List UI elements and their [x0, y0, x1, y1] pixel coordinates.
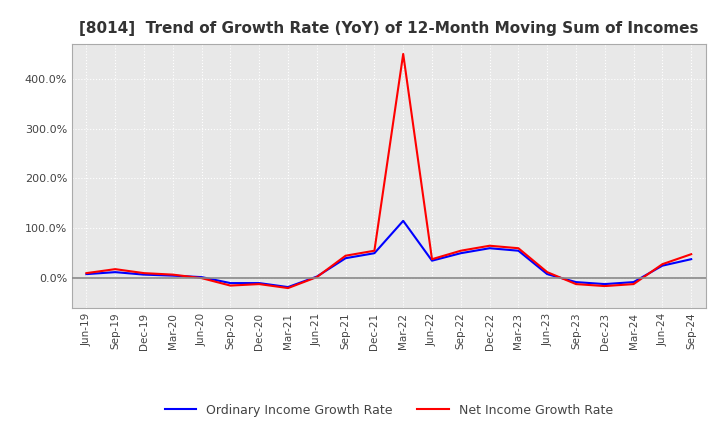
Net Income Growth Rate: [687, 252, 696, 257]
Net Income Growth Rate: [658, 261, 667, 267]
Net Income Growth Rate: [399, 51, 408, 57]
Net Income Growth Rate: [428, 257, 436, 262]
Ordinary Income Growth Rate: [140, 272, 148, 277]
Net Income Growth Rate: [197, 275, 206, 281]
Ordinary Income Growth Rate: [197, 275, 206, 280]
Ordinary Income Growth Rate: [370, 250, 379, 256]
Ordinary Income Growth Rate: [629, 279, 638, 285]
Net Income Growth Rate: [514, 246, 523, 251]
Ordinary Income Growth Rate: [456, 250, 465, 256]
Ordinary Income Growth Rate: [168, 273, 177, 278]
Ordinary Income Growth Rate: [255, 280, 264, 286]
Net Income Growth Rate: [111, 267, 120, 272]
Net Income Growth Rate: [456, 248, 465, 253]
Line: Net Income Growth Rate: Net Income Growth Rate: [86, 54, 691, 288]
Net Income Growth Rate: [82, 271, 91, 276]
Ordinary Income Growth Rate: [514, 248, 523, 253]
Net Income Growth Rate: [572, 282, 580, 287]
Ordinary Income Growth Rate: [284, 284, 292, 290]
Net Income Growth Rate: [543, 269, 552, 275]
Ordinary Income Growth Rate: [658, 263, 667, 268]
Ordinary Income Growth Rate: [428, 258, 436, 263]
Net Income Growth Rate: [312, 275, 321, 280]
Ordinary Income Growth Rate: [312, 274, 321, 279]
Net Income Growth Rate: [370, 248, 379, 253]
Ordinary Income Growth Rate: [82, 271, 91, 277]
Ordinary Income Growth Rate: [485, 246, 494, 251]
Ordinary Income Growth Rate: [341, 256, 350, 261]
Ordinary Income Growth Rate: [399, 218, 408, 224]
Ordinary Income Growth Rate: [572, 279, 580, 285]
Line: Ordinary Income Growth Rate: Ordinary Income Growth Rate: [86, 221, 691, 287]
Net Income Growth Rate: [168, 272, 177, 277]
Ordinary Income Growth Rate: [543, 271, 552, 277]
Legend: Ordinary Income Growth Rate, Net Income Growth Rate: Ordinary Income Growth Rate, Net Income …: [160, 399, 618, 422]
Net Income Growth Rate: [284, 286, 292, 291]
Net Income Growth Rate: [255, 282, 264, 287]
Net Income Growth Rate: [226, 283, 235, 288]
Net Income Growth Rate: [600, 283, 609, 289]
Net Income Growth Rate: [629, 282, 638, 287]
Ordinary Income Growth Rate: [600, 282, 609, 287]
Ordinary Income Growth Rate: [111, 269, 120, 275]
Ordinary Income Growth Rate: [687, 257, 696, 262]
Net Income Growth Rate: [485, 243, 494, 248]
Net Income Growth Rate: [341, 253, 350, 258]
Ordinary Income Growth Rate: [226, 280, 235, 286]
Net Income Growth Rate: [140, 271, 148, 276]
Title: [8014]  Trend of Growth Rate (YoY) of 12-Month Moving Sum of Incomes: [8014] Trend of Growth Rate (YoY) of 12-…: [79, 21, 698, 36]
